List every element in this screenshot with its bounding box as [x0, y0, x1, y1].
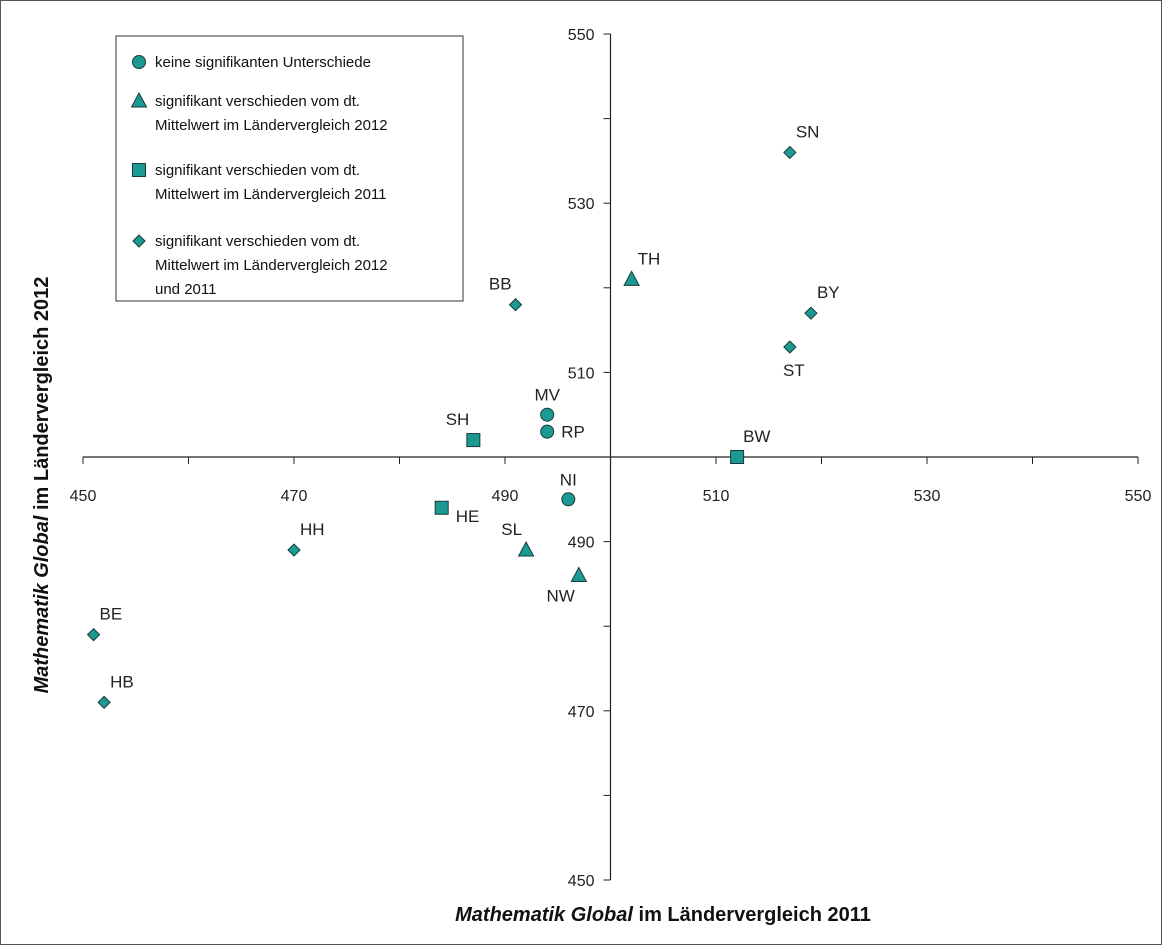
data-point-diamond [97, 695, 111, 710]
point-label: BY [817, 283, 840, 302]
point-label: TH [638, 249, 661, 268]
x-tick-label: 490 [492, 488, 519, 505]
data-point-diamond [508, 298, 523, 312]
data-point-triangle [570, 566, 588, 582]
legend-marker-diamond [132, 234, 146, 248]
data-point-square [730, 450, 745, 464]
point-label: NI [560, 470, 577, 489]
point-label: SH [446, 410, 470, 429]
legend-label: signifikant verschieden vom dt. [155, 93, 360, 110]
point-label: SL [501, 520, 522, 539]
data-point-diamond [804, 306, 818, 320]
point-label: NW [547, 586, 575, 605]
x-axis-title: Mathematik Global im Ländervergleich 201… [455, 904, 871, 926]
point-label: SN [796, 122, 820, 141]
y-tick-label: 490 [568, 535, 595, 552]
data-point-circle [561, 492, 576, 507]
legend-marker-triangle [130, 91, 148, 108]
data-point-diamond [783, 145, 797, 160]
legend-label: signifikant verschieden vom dt. [155, 162, 360, 179]
data-point-diamond [783, 340, 797, 354]
legend-label: Mittelwert im Ländervergleich 2011 [155, 186, 387, 203]
point-label: HH [300, 520, 325, 539]
axis-ticks: 450 470 490 510 530 550 450 470 490 510 530 550 [70, 27, 1152, 890]
point-label: RP [561, 423, 585, 442]
x-tick-label: 470 [281, 488, 308, 505]
point-label: HB [110, 672, 134, 691]
x-tick-label: 530 [914, 488, 941, 505]
data-point-square [434, 500, 449, 515]
data-point-diamond [287, 543, 301, 557]
data-point-triangle [623, 270, 640, 286]
point-label: BW [743, 427, 770, 446]
legend-label: Mittelwert im Ländervergleich 2012 [155, 117, 388, 134]
legend-box [115, 35, 464, 302]
y-tick-label: 530 [568, 196, 595, 213]
legend-label: Mittelwert im Ländervergleich 2012 [155, 257, 388, 274]
point-label: BB [489, 275, 512, 294]
x-tick-label: 510 [703, 488, 730, 505]
legend: keine signifikanten Unterschiede signifik… [115, 35, 464, 302]
point-label: ST [783, 361, 805, 380]
legend-label: signifikant verschieden vom dt. [155, 233, 360, 250]
y-tick-label: 550 [568, 27, 595, 44]
point-label: BE [100, 605, 123, 624]
point-label: MV [534, 386, 560, 405]
data-point-circle [540, 407, 555, 422]
x-tick-label: 550 [1125, 488, 1152, 505]
point-label: HE [456, 507, 480, 526]
legend-label: keine signifikanten Unterschiede [155, 54, 371, 71]
y-tick-label: 470 [568, 704, 595, 721]
y-axis-title: Mathematik Global im Ländervergleich 201… [31, 277, 53, 694]
y-tick-label: 450 [568, 873, 595, 890]
data-point-triangle [517, 541, 535, 557]
data-point-square [466, 433, 481, 448]
legend-label: und 2011 [155, 281, 216, 298]
y-tick-label: 510 [568, 365, 595, 382]
legend-marker-circle [132, 55, 146, 69]
data-point-circle [540, 424, 555, 439]
x-tick-label: 450 [70, 488, 97, 505]
data-point-diamond [86, 627, 101, 642]
legend-marker-square [132, 163, 146, 177]
